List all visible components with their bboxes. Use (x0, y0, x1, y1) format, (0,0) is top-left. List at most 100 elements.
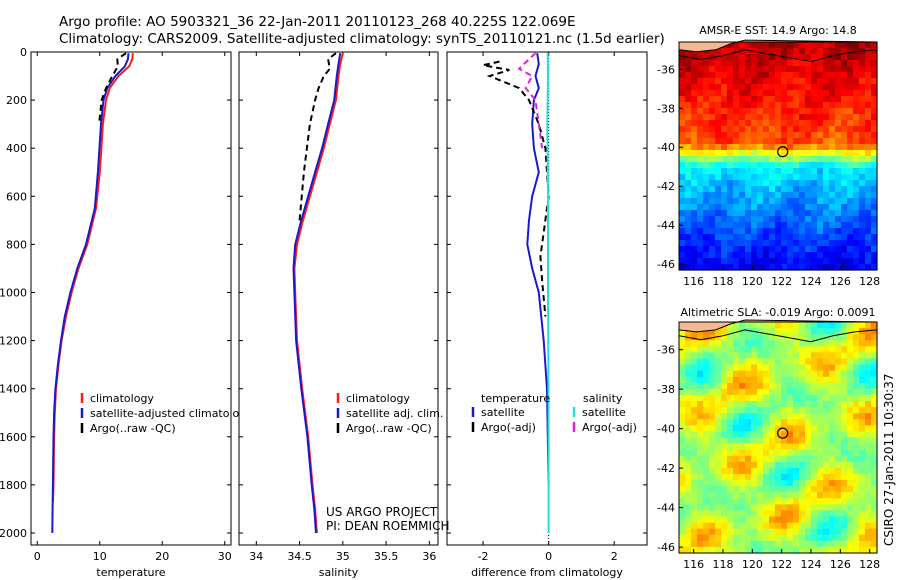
sst_map-cell (859, 168, 866, 175)
sst_map-cell (865, 150, 872, 157)
sla_map-cell (793, 407, 800, 414)
sla_map-cell (757, 467, 764, 475)
sla_map-cell (691, 431, 698, 439)
sla_map-cell (727, 370, 734, 378)
sst_map-cell (793, 60, 800, 67)
sla_map-cell (733, 370, 740, 378)
sla_map-cell (757, 492, 764, 499)
sst_map-cell (817, 132, 824, 139)
sst_map-cell (859, 132, 866, 139)
sst_map-cell (847, 174, 854, 181)
sst_map-cell (823, 72, 830, 79)
sla_map-cell (757, 419, 764, 426)
sla_map-cell (841, 334, 848, 341)
sla_map-cell (679, 443, 686, 451)
sst_map-cell (769, 198, 776, 205)
sst_map-cell (739, 66, 746, 73)
sst_map-cell (811, 156, 818, 163)
sst_map-cell (763, 204, 770, 211)
sla_map-cell (715, 534, 722, 542)
sla_map-cell (727, 376, 734, 384)
sst_map-cell (715, 222, 722, 229)
sla_map-cell (715, 370, 722, 378)
sst_map-cell (685, 156, 692, 163)
sla_map-cell (703, 413, 710, 420)
sst_map-float-marker (777, 146, 789, 158)
sst_map-cell (703, 162, 710, 169)
sst_map-cell (865, 102, 872, 109)
sst_map-cell (751, 84, 758, 91)
sst_map-cell (787, 198, 794, 205)
sst_map-cell (775, 102, 782, 109)
sla_map-cell (811, 504, 818, 512)
sla_map-cell (685, 364, 692, 372)
sst_map-cell (829, 234, 836, 241)
sla_map-cell (697, 510, 704, 518)
sst_map-cell (697, 90, 704, 97)
sla_map-cell (835, 394, 842, 402)
sst_map-cell (697, 72, 704, 79)
sst_map-cell (847, 252, 854, 259)
sla_map-cell (829, 467, 836, 475)
sla_map-cell (703, 401, 710, 408)
sst_map-cell (745, 198, 752, 205)
sla_map-cell (703, 522, 710, 530)
sst_map-cell (757, 126, 764, 133)
sla_map-cell (853, 431, 860, 439)
sla_map-cell (697, 486, 704, 493)
sst_map-cell (853, 96, 860, 103)
sla_map-cell (715, 431, 722, 439)
sst_map-cell (685, 120, 692, 127)
sst_map-x-tick-label: 126 (830, 275, 851, 288)
sst_map-cell (721, 72, 728, 79)
sla_map-cell (763, 431, 770, 439)
sst_map-cell (727, 162, 734, 169)
sla_map-cell (847, 437, 854, 445)
sla_map-cell (703, 461, 710, 469)
sla_map-cell (685, 419, 692, 426)
sst_map-cell (859, 198, 866, 205)
sla_map-cell (733, 401, 740, 408)
sla_map-cell (799, 431, 806, 439)
sla_map-cell (715, 486, 722, 493)
sst_map-cell (781, 126, 788, 133)
sst_map-cell (691, 156, 698, 163)
sst_map-cell (697, 222, 704, 229)
sla_map-cell (817, 352, 824, 360)
sst_map-y-tick-label: -38 (657, 102, 675, 115)
sst_map-cell (703, 234, 710, 241)
sst_map-cell (865, 126, 872, 133)
sla_map-cell (769, 504, 776, 512)
sst_map-cell (871, 162, 878, 169)
sla_map-cell (799, 352, 806, 360)
sst_map-cell (811, 204, 818, 211)
sst_map-cell (799, 72, 806, 79)
sla_map-cell (799, 546, 806, 554)
sla_map-cell (835, 419, 842, 426)
sst_map-cell (811, 132, 818, 139)
sla_map-cell (805, 413, 812, 420)
project-label-line-2: PI: DEAN ROEMMICH (326, 519, 449, 533)
sst_map-cell (781, 120, 788, 127)
sla_map-cell (715, 437, 722, 445)
sst_map-cell (685, 138, 692, 145)
sla_map-cell (769, 322, 776, 329)
sst_map-cell (817, 144, 824, 151)
sla_map-cell (751, 334, 758, 341)
sst_map-cell (853, 258, 860, 265)
sst_map-cell (829, 222, 836, 229)
sla_map-cell (763, 473, 770, 481)
sla_map-cell (835, 413, 842, 420)
sla_map-cell (757, 480, 764, 487)
sla_map-cell (739, 516, 746, 524)
sla_map-cell (769, 546, 776, 554)
sst_map-cell (739, 114, 746, 121)
temperature-axes-frame (30, 51, 232, 546)
sla_map-cell (865, 437, 872, 445)
sst_map-cell (847, 192, 854, 199)
sst_map-cell (727, 252, 734, 259)
sla_map-cell (727, 449, 734, 457)
sst_map-cell (763, 186, 770, 193)
sla_map-cell (787, 328, 794, 335)
sla_map-cell (805, 334, 812, 341)
